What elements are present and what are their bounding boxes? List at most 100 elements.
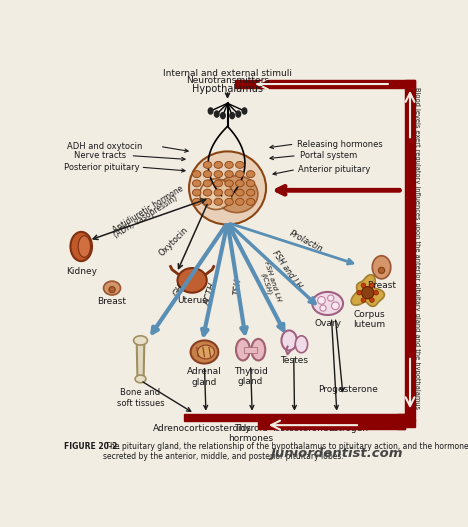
Ellipse shape	[295, 336, 307, 353]
Ellipse shape	[189, 151, 266, 225]
Ellipse shape	[78, 236, 90, 257]
Circle shape	[320, 305, 326, 311]
Ellipse shape	[281, 330, 297, 350]
Ellipse shape	[230, 113, 234, 119]
Ellipse shape	[235, 198, 244, 206]
Circle shape	[109, 287, 115, 292]
Ellipse shape	[246, 171, 255, 178]
Ellipse shape	[203, 161, 212, 168]
Text: Thyroid
hormones: Thyroid hormones	[228, 424, 273, 443]
Bar	[258, 421, 405, 429]
Ellipse shape	[200, 179, 232, 210]
Text: ADH and oxytocin: ADH and oxytocin	[67, 142, 143, 151]
Text: ACTH: ACTH	[203, 282, 218, 307]
Ellipse shape	[203, 189, 212, 196]
Text: Breast: Breast	[367, 281, 396, 290]
Circle shape	[370, 283, 374, 288]
Text: Estrogen: Estrogen	[329, 424, 368, 433]
Circle shape	[370, 298, 374, 302]
Circle shape	[361, 287, 374, 299]
Ellipse shape	[225, 189, 234, 196]
Text: Blood levels exert regulatory influences upon the anterior pituitary gland and t: Blood levels exert regulatory influences…	[414, 87, 420, 409]
Text: Kidney: Kidney	[66, 267, 97, 276]
Bar	[184, 414, 405, 421]
Text: GH: GH	[172, 282, 186, 298]
Ellipse shape	[214, 111, 219, 117]
Ellipse shape	[192, 198, 201, 206]
Polygon shape	[137, 340, 144, 379]
Text: Adrenal
gland: Adrenal gland	[187, 367, 222, 387]
Text: Juniordentist.com: Juniordentist.com	[271, 447, 403, 460]
Ellipse shape	[214, 171, 222, 178]
Text: Bone and
soft tissues: Bone and soft tissues	[117, 388, 164, 407]
Circle shape	[357, 290, 361, 295]
Ellipse shape	[208, 108, 213, 114]
Text: Hypothalamus: Hypothalamus	[192, 84, 263, 94]
Ellipse shape	[225, 180, 234, 187]
Ellipse shape	[192, 189, 201, 196]
Ellipse shape	[251, 339, 265, 360]
Text: Progesterone: Progesterone	[319, 385, 378, 394]
Text: Oxytocin: Oxytocin	[157, 226, 190, 258]
Text: Thyroid
gland: Thyroid gland	[234, 367, 268, 386]
Text: FIGURE 20-2.: FIGURE 20-2.	[64, 442, 120, 451]
Text: Antidiuretic hormone: Antidiuretic hormone	[111, 184, 185, 235]
Polygon shape	[351, 275, 384, 306]
Circle shape	[361, 298, 366, 302]
Text: Prolactin: Prolactin	[288, 229, 324, 255]
Circle shape	[361, 283, 366, 288]
Circle shape	[379, 267, 385, 274]
Ellipse shape	[190, 340, 218, 364]
Text: The pituitary gland, the relationship of the hypothalamus to pituitary action, a: The pituitary gland, the relationship of…	[103, 442, 468, 462]
Ellipse shape	[192, 171, 201, 178]
Ellipse shape	[246, 198, 255, 206]
Text: Posterior pituitary: Posterior pituitary	[64, 163, 139, 172]
Ellipse shape	[214, 161, 222, 168]
Ellipse shape	[225, 198, 234, 206]
Ellipse shape	[235, 171, 244, 178]
Bar	[235, 80, 416, 88]
Text: Corpus
luteum: Corpus luteum	[353, 310, 385, 329]
Text: Internal and external stimuli: Internal and external stimuli	[163, 70, 292, 79]
Ellipse shape	[197, 345, 214, 359]
Bar	[244, 347, 257, 353]
Circle shape	[331, 302, 339, 310]
Ellipse shape	[236, 339, 250, 360]
Ellipse shape	[133, 336, 147, 345]
Text: Neurotransmitters: Neurotransmitters	[186, 76, 269, 85]
Ellipse shape	[225, 161, 234, 168]
Ellipse shape	[242, 108, 247, 114]
Ellipse shape	[220, 113, 225, 119]
Text: Testosterone: Testosterone	[271, 424, 329, 433]
Circle shape	[328, 295, 334, 301]
Ellipse shape	[236, 111, 241, 117]
Ellipse shape	[203, 171, 212, 178]
Ellipse shape	[203, 198, 212, 206]
Bar	[405, 80, 416, 421]
Circle shape	[318, 297, 325, 304]
Bar	[397, 414, 405, 429]
Ellipse shape	[235, 189, 244, 196]
Ellipse shape	[246, 180, 255, 187]
Ellipse shape	[225, 171, 234, 178]
Text: Anterior pituitary: Anterior pituitary	[299, 165, 371, 174]
Ellipse shape	[203, 180, 212, 187]
Text: FSH and LH: FSH and LH	[271, 249, 303, 290]
Ellipse shape	[135, 375, 146, 383]
Ellipse shape	[235, 161, 244, 168]
Ellipse shape	[372, 256, 391, 279]
Circle shape	[374, 290, 379, 295]
Ellipse shape	[177, 268, 207, 292]
Text: Adrenocorticosteroids: Adrenocorticosteroids	[153, 424, 252, 433]
Ellipse shape	[214, 198, 222, 206]
Text: Releasing hormones: Releasing hormones	[297, 140, 382, 149]
Text: Breast: Breast	[97, 297, 126, 306]
Ellipse shape	[216, 175, 258, 212]
Text: TSH: TSH	[233, 278, 243, 295]
Ellipse shape	[103, 281, 120, 295]
Text: FSH and LH
(ICSH): FSH and LH (ICSH)	[256, 261, 282, 305]
Text: Ovary: Ovary	[314, 319, 341, 328]
Text: Uterus: Uterus	[177, 296, 207, 305]
Bar	[262, 419, 416, 427]
Ellipse shape	[192, 180, 201, 187]
